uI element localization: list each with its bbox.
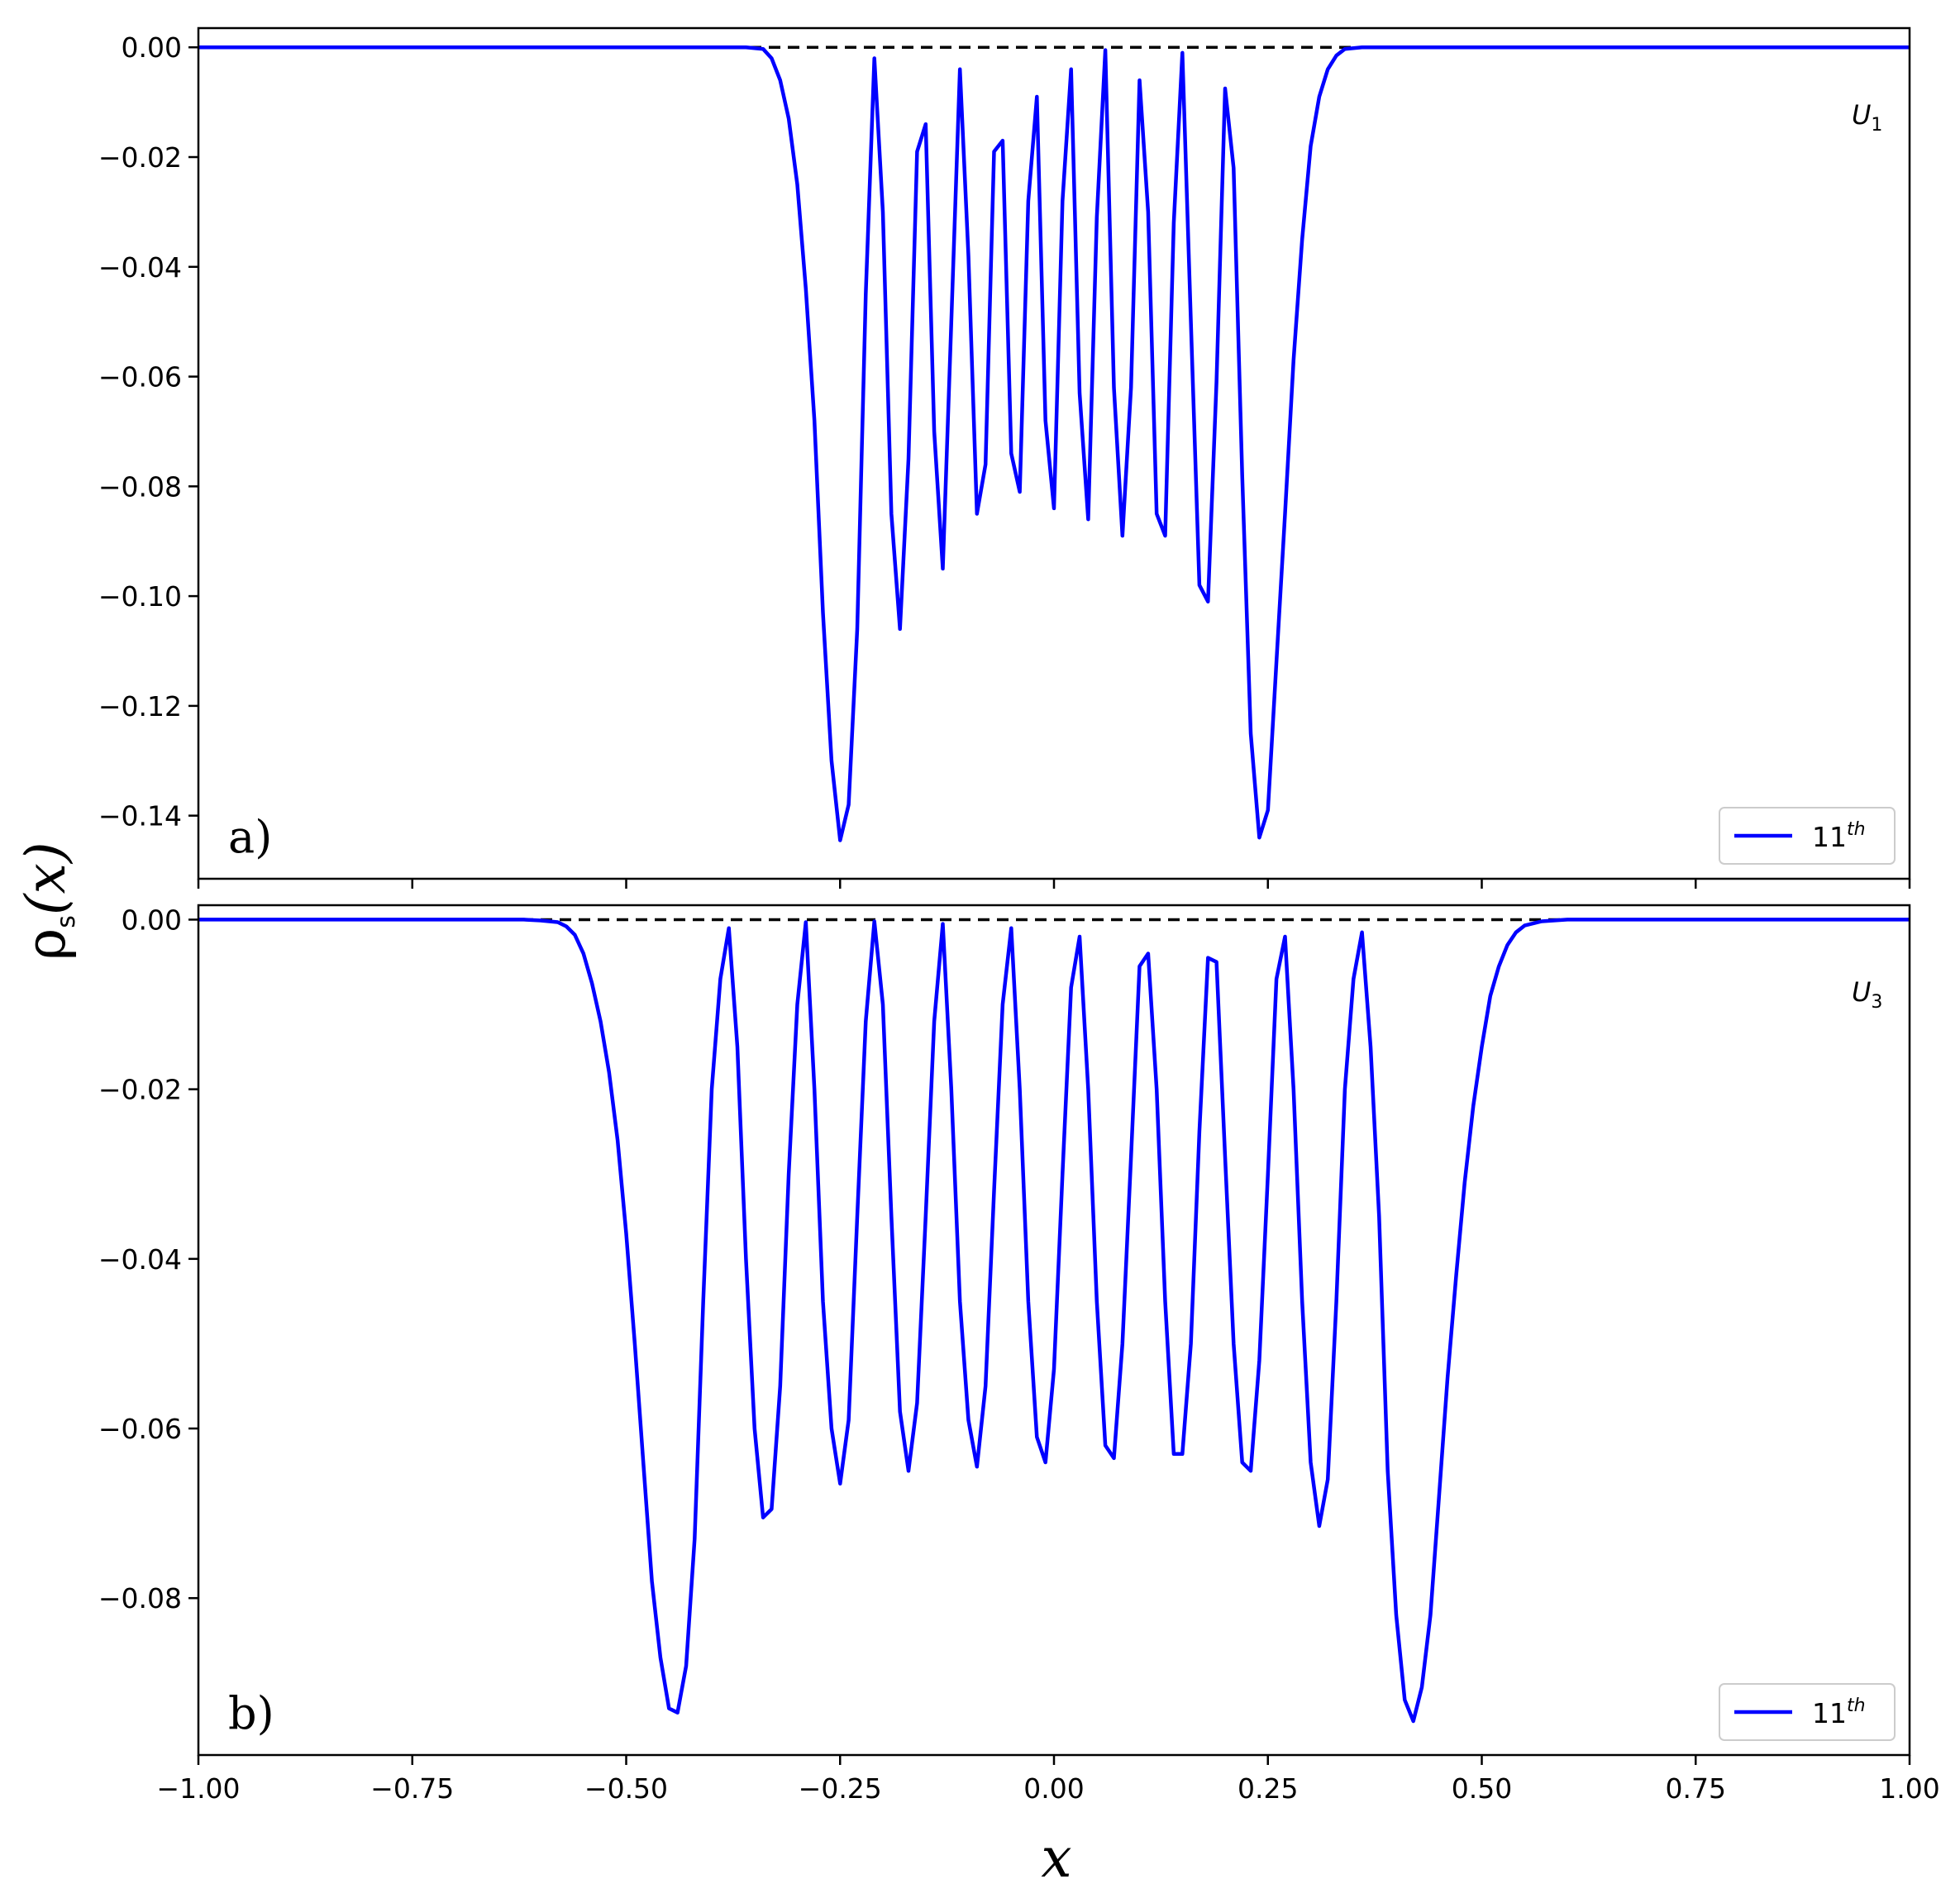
y-axis-title-rest: (x) (14, 842, 78, 915)
panel-b: 0.00 −0.02 −0.04 −0.06 −0.08 −1.00 −0.75 −0.50 −… (98, 904, 1940, 1805)
panel-b-legend-label: 11th (1812, 1696, 1866, 1729)
panel-a-corner-main: U (1852, 99, 1871, 131)
panel-b-y-tick-label: −0.04 (98, 1243, 182, 1276)
panel-a-series-line (198, 45, 1910, 842)
panel-b-y-tick-label: −0.06 (98, 1413, 182, 1445)
panel-b-x-tick-label: 0.25 (1238, 1772, 1298, 1805)
panel-a-y-tick-label: 0.00 (122, 31, 182, 64)
panel-b-x-tick-label: 0.00 (1023, 1772, 1084, 1805)
panel-a-axes-frame (197, 26, 1911, 880)
panel-b-legend-sup: th (1847, 1696, 1866, 1716)
panel-a-corner-label: U1 (1852, 99, 1882, 136)
panel-a-y-tick-label: −0.06 (98, 361, 182, 393)
y-axis-title: ρs(x) (14, 842, 81, 960)
panel-b-y-tick-label: −0.02 (98, 1074, 182, 1106)
panel-b-corner-sub: 3 (1871, 992, 1882, 1013)
panel-a-legend-sup: th (1847, 819, 1866, 840)
panel-b-x-tick-label: 0.50 (1452, 1772, 1512, 1805)
x-axis-title: x (1041, 1826, 1071, 1890)
y-axis-title-sub: s (52, 915, 81, 928)
panel-b-x-tick-label: −0.75 (370, 1772, 454, 1805)
panel-a-corner-sub: 1 (1871, 115, 1882, 136)
panel-a-y-tick-label: −0.14 (98, 800, 182, 832)
panel-a-y-tick-label: −0.12 (98, 690, 182, 723)
panel-b-x-tick-label: 1.00 (1879, 1772, 1939, 1805)
panel-b-series-line (198, 918, 1910, 1724)
panel-b-x-tick-label: −0.25 (799, 1772, 882, 1805)
panel-a-y-tick-label: −0.10 (98, 580, 182, 613)
panel-b-legend-main: 11 (1812, 1697, 1847, 1729)
panel-a-legend-main: 11 (1812, 821, 1847, 853)
panel-b-y-tick-label: −0.08 (98, 1582, 182, 1614)
panel-a-legend: 11th (1719, 807, 1896, 865)
panel-b-label: b) (228, 1687, 274, 1739)
panel-a-y-tick-label: −0.08 (98, 470, 182, 503)
panel-b-y-tick-label: 0.00 (122, 904, 182, 936)
panel-b-axes-frame (197, 904, 1911, 1757)
panel-a-legend-box (1719, 807, 1896, 865)
panel-a-ticks: 0.00 −0.02 −0.04 −0.06 −0.08 −0.10 −0.12 −0.14 (98, 31, 1911, 889)
panel-b-legend-box (1719, 1683, 1896, 1741)
panel-b-corner-main: U (1852, 976, 1871, 1008)
panel-b-legend: 11th (1719, 1683, 1896, 1741)
y-axis-title-rho: ρ (14, 928, 78, 961)
panel-a-legend-label: 11th (1812, 819, 1866, 853)
panel-a-label: a) (228, 811, 272, 863)
panel-b-x-tick-label: −0.50 (584, 1772, 668, 1805)
panel-b-ticks: 0.00 −0.02 −0.04 −0.06 −0.08 −1.00 −0.75 −0.50 −… (98, 904, 1940, 1805)
panel-a-y-tick-label: −0.02 (98, 141, 182, 174)
panel-b-x-tick-label: 0.75 (1666, 1772, 1726, 1805)
panel-a-y-tick-label: −0.04 (98, 251, 182, 284)
panel-b-x-tick-label: −1.00 (156, 1772, 240, 1805)
panel-a: 0.00−0.02−0.04−0.06−0.08−0.10−0.12−0.14 … (98, 26, 1911, 889)
panel-b-corner-label: U3 (1852, 976, 1882, 1013)
